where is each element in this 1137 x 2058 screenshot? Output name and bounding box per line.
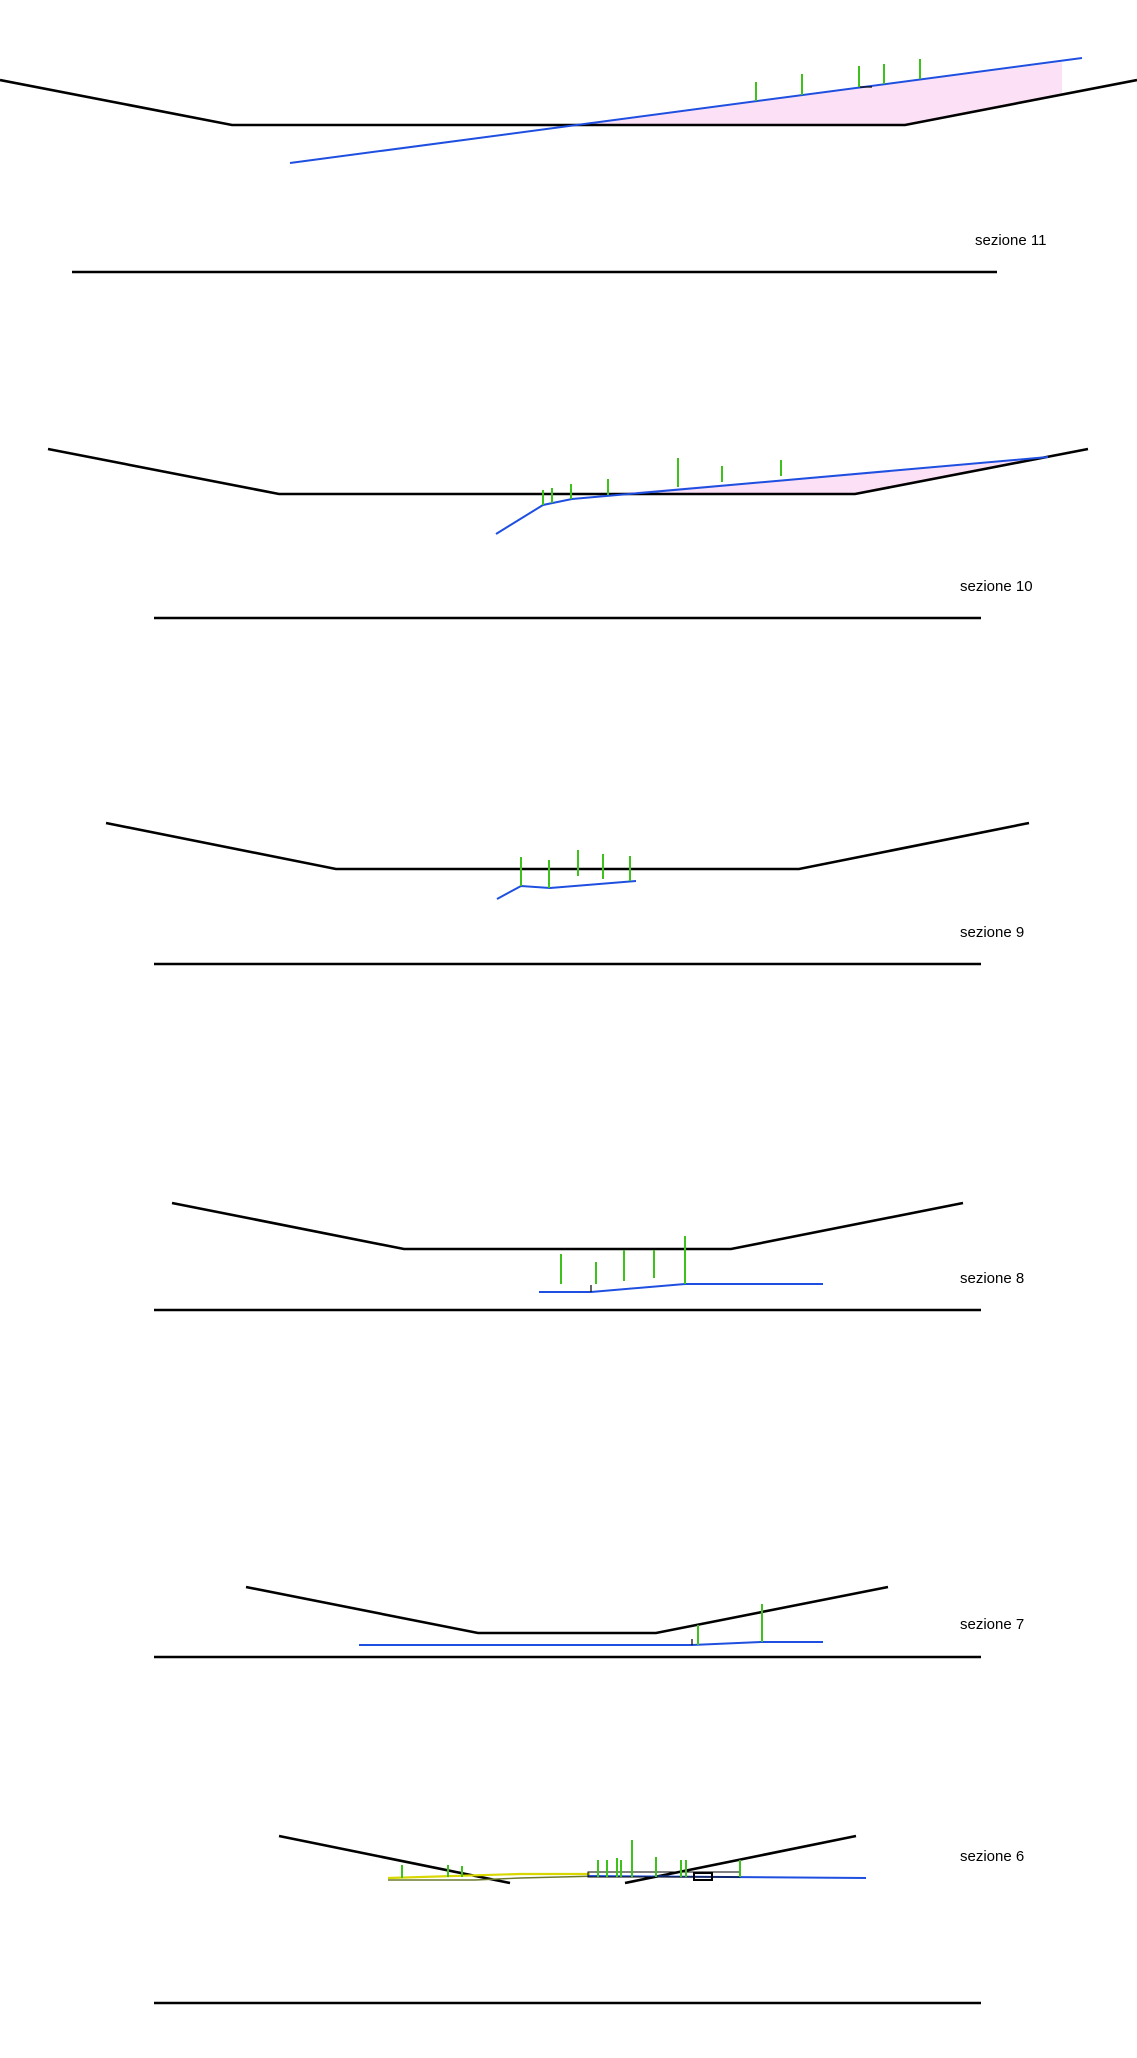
olive-line-6 [388, 1875, 601, 1881]
vegetation-marks-11 [755, 59, 921, 101]
section-7: sezione 7 [154, 1585, 1024, 1659]
water-line-11 [289, 57, 1083, 164]
vegetation-marks-7 [697, 1604, 763, 1645]
profile-line-9 [105, 821, 1030, 871]
section-label-10: sezione 10 [960, 578, 1033, 595]
section-label-9: sezione 9 [960, 924, 1024, 941]
section-9: sezione 9 [105, 821, 1030, 966]
section-label-6: sezione 6 [960, 1848, 1024, 1865]
profile-line-10 [47, 447, 1089, 496]
section-6: sezione 6 [154, 1834, 1024, 2005]
vegetation-marks-6 [401, 1840, 741, 1878]
profile-line-7 [245, 1585, 889, 1635]
section-label-7: sezione 7 [960, 1616, 1024, 1633]
profile-line-8 [171, 1201, 964, 1251]
yellow-line-6 [387, 1872, 590, 1880]
section-label-8: sezione 8 [960, 1270, 1024, 1287]
profile-right-bank-6 [624, 1834, 857, 1885]
section-10: sezione 10 [47, 447, 1089, 620]
water-line-9 [496, 880, 637, 900]
vegetation-marks-10 [542, 458, 782, 505]
section-label-11: sezione 11 [975, 232, 1046, 249]
profile-line-11 [0, 78, 1137, 127]
vegetation-marks-9 [520, 850, 631, 888]
section-8: sezione 8 [154, 1201, 1024, 1312]
water-line-7 [359, 1641, 823, 1646]
vegetation-marks-8 [560, 1236, 686, 1284]
water-line-8 [539, 1283, 823, 1293]
culvert-box-6 [693, 1872, 713, 1881]
water-line-10 [495, 456, 1049, 535]
section-11: sezione 11 [0, 57, 1137, 274]
